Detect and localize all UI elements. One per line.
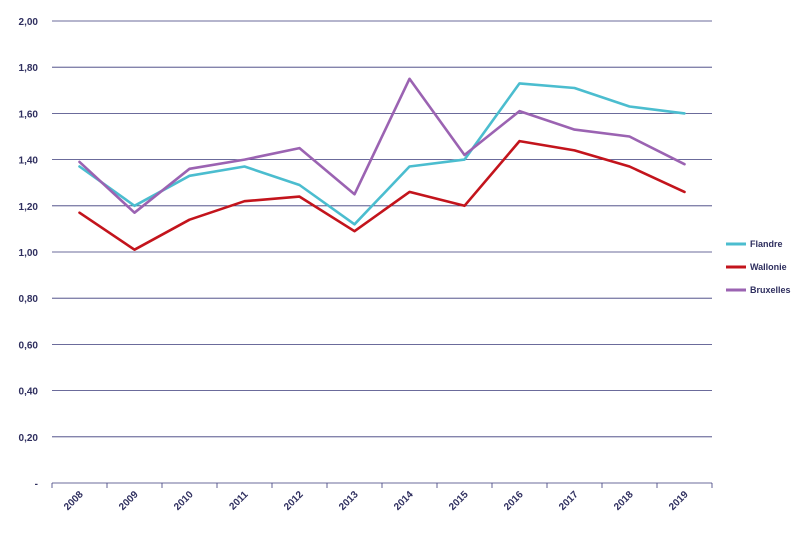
x-tick-label: 2015 — [447, 489, 471, 513]
x-tick-label: 2019 — [667, 489, 691, 513]
x-tick-label: 2009 — [117, 489, 141, 513]
y-tick-label: 1,80 — [19, 63, 39, 74]
legend-label: Flandre — [750, 239, 783, 249]
series-line-flandre — [78, 82, 686, 226]
x-tick-label: 2018 — [612, 489, 636, 513]
series-line-bruxelles — [78, 77, 686, 214]
y-tick-label: 2,00 — [19, 17, 39, 28]
x-axis: 2008 2009 2010 2011 2012 2013 2014 2015 2016 2017… — [51, 482, 713, 513]
y-tick-label: 0,20 — [19, 433, 39, 444]
y-tick-label: 1,20 — [19, 202, 39, 213]
legend: Flandre Wallonie Bruxelles — [726, 239, 791, 295]
y-axis-ticks: - 0,20 0,40 0,60 0,80 1,00 1,20 1,40 1,60 1,80 2,0… — [19, 17, 39, 490]
y-tick-label: - — [35, 479, 38, 490]
series-lines — [78, 77, 686, 251]
x-tick-label: 2012 — [282, 489, 306, 513]
series-line-wallonie — [78, 139, 686, 251]
x-tick-label: 2008 — [62, 489, 86, 513]
legend-label: Wallonie — [750, 262, 787, 272]
x-tick-label: 2011 — [227, 489, 250, 512]
gridlines — [52, 20, 712, 438]
x-tick-label: 2014 — [392, 489, 416, 513]
x-tick-label: 2017 — [557, 489, 581, 513]
y-tick-label: 1,40 — [19, 156, 39, 167]
y-tick-label: 0,40 — [19, 387, 39, 398]
y-tick-label: 1,00 — [19, 248, 39, 259]
x-tick-label: 2013 — [337, 489, 361, 513]
y-tick-label: 1,60 — [19, 109, 39, 120]
y-tick-label: 0,80 — [19, 294, 39, 305]
y-tick-label: 0,60 — [19, 340, 39, 351]
legend-label: Bruxelles — [750, 285, 791, 295]
x-tick-label: 2010 — [172, 489, 196, 513]
x-tick-label: 2016 — [502, 489, 526, 513]
